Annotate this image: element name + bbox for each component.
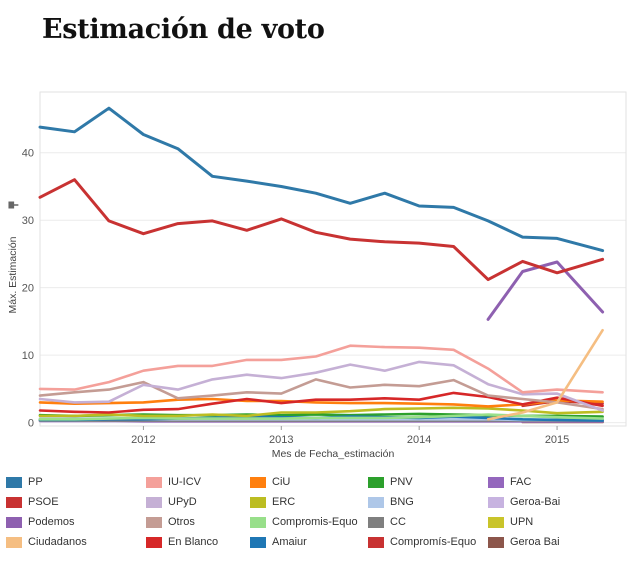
- legend-swatch: [6, 516, 22, 528]
- x-tick-label: 2015: [545, 434, 569, 446]
- legend-item[interactable]: PNV: [368, 474, 413, 490]
- legend-label: BNG: [390, 496, 414, 508]
- legend-label: En Blanco: [168, 536, 219, 548]
- legend-swatch: [250, 516, 266, 528]
- legend-item[interactable]: CC: [368, 514, 406, 530]
- legend-swatch: [368, 476, 384, 488]
- legend-label: PP: [28, 476, 43, 488]
- legend-item[interactable]: IU-ICV: [146, 474, 201, 490]
- legend-item[interactable]: UPyD: [146, 494, 197, 510]
- legend-label: Podemos: [28, 516, 75, 528]
- legend-swatch: [146, 516, 162, 528]
- legend-swatch: [488, 536, 504, 548]
- legend-swatch: [250, 496, 266, 508]
- legend-item[interactable]: PSOE: [6, 494, 59, 510]
- x-tick-label: 2012: [131, 434, 155, 446]
- legend-label: Amaiur: [272, 536, 307, 548]
- legend-swatch: [488, 516, 504, 528]
- series-line-pp[interactable]: [38, 106, 605, 253]
- legend-label: PNV: [390, 476, 413, 488]
- y-tick-label: 20: [22, 283, 34, 295]
- legend-swatch: [250, 476, 266, 488]
- legend-item[interactable]: CiU: [250, 474, 290, 490]
- y-axis-title: Máx. Estimación: [7, 236, 19, 313]
- legend-swatch: [488, 476, 504, 488]
- y-tick-label: 40: [22, 148, 34, 160]
- legend-item[interactable]: Geroa-Bai: [488, 494, 560, 510]
- legend-label: Otros: [168, 516, 195, 528]
- legend-item[interactable]: PP: [6, 474, 43, 490]
- legend-swatch: [368, 516, 384, 528]
- legend-swatch: [250, 536, 266, 548]
- legend-label: ERC: [272, 496, 296, 508]
- legend-label: CC: [390, 516, 406, 528]
- legend-swatch: [368, 496, 384, 508]
- legend-item[interactable]: Compromís-Equo: [368, 534, 476, 550]
- legend-item[interactable]: Ciudadanos: [6, 534, 87, 550]
- legend-item[interactable]: En Blanco: [146, 534, 218, 550]
- legend-swatch: [368, 536, 384, 548]
- legend-label: CiU: [272, 476, 291, 488]
- y-tick-label: 0: [28, 418, 34, 430]
- legend-label: Compromis-Equo: [272, 516, 358, 528]
- legend-label: Compromís-Equo: [390, 536, 477, 548]
- series-line-compromis-equo[interactable]: [38, 413, 604, 421]
- series-line-en-blanco[interactable]: [38, 391, 604, 414]
- y-tick-label: 30: [22, 215, 34, 227]
- y-tick-label: 10: [22, 350, 34, 362]
- legend-label: Geroa-Bai: [510, 496, 561, 508]
- legend-item[interactable]: Otros: [146, 514, 195, 530]
- series-line-psoe[interactable]: [38, 178, 605, 282]
- legend-item[interactable]: FAC: [488, 474, 531, 490]
- series-line-ciudadanos[interactable]: [486, 328, 604, 421]
- series-line-upyd[interactable]: [38, 360, 604, 412]
- legend-item[interactable]: UPN: [488, 514, 533, 530]
- legend-swatch: [6, 496, 22, 508]
- legend-item[interactable]: ERC: [250, 494, 295, 510]
- series-lines: [38, 106, 605, 424]
- x-tick-label: 2013: [269, 434, 293, 446]
- legend-item[interactable]: Podemos: [6, 514, 74, 530]
- legend-swatch: [6, 536, 22, 548]
- legend-label: UPN: [510, 516, 534, 528]
- legend-swatch: [146, 536, 162, 548]
- legend-label: UPyD: [168, 496, 197, 508]
- series-line-otros[interactable]: [38, 378, 604, 411]
- tick-labels: 0 10 20 30 40 2012 2013 2014 2015: [22, 148, 570, 446]
- legend-label: Geroa Bai: [510, 536, 560, 548]
- series-line-iu-icv[interactable]: [38, 344, 604, 394]
- series-line-erc[interactable]: [38, 406, 604, 418]
- line-chart: 0 10 20 30 40 2012 2013 2014 2015 Mes de Fecha_e…: [5, 91, 627, 460]
- series-line-ciu[interactable]: [38, 397, 604, 408]
- legend-swatch: [146, 496, 162, 508]
- chart-title: Estimación de voto: [42, 14, 325, 45]
- x-tick-label: 2014: [407, 434, 431, 446]
- axes: [39, 91, 627, 430]
- legend-item[interactable]: Geroa Bai: [488, 534, 560, 550]
- legend-item[interactable]: Compromis-Equo: [250, 514, 358, 530]
- legend-swatch: [6, 476, 22, 488]
- legend-swatch: [488, 496, 504, 508]
- legend-item[interactable]: BNG: [368, 494, 414, 510]
- legend-item[interactable]: Amaiur: [250, 534, 307, 550]
- legend-label: FAC: [510, 476, 532, 488]
- plot-frame: [39, 91, 627, 427]
- legend-label: IU-ICV: [168, 476, 201, 488]
- legend-swatch: [146, 476, 162, 488]
- pin-icon[interactable]: [5, 198, 19, 212]
- legend-label: Ciudadanos: [28, 536, 87, 548]
- x-axis-title: Mes de Fecha_estimación: [272, 448, 395, 460]
- legend-label: PSOE: [28, 496, 59, 508]
